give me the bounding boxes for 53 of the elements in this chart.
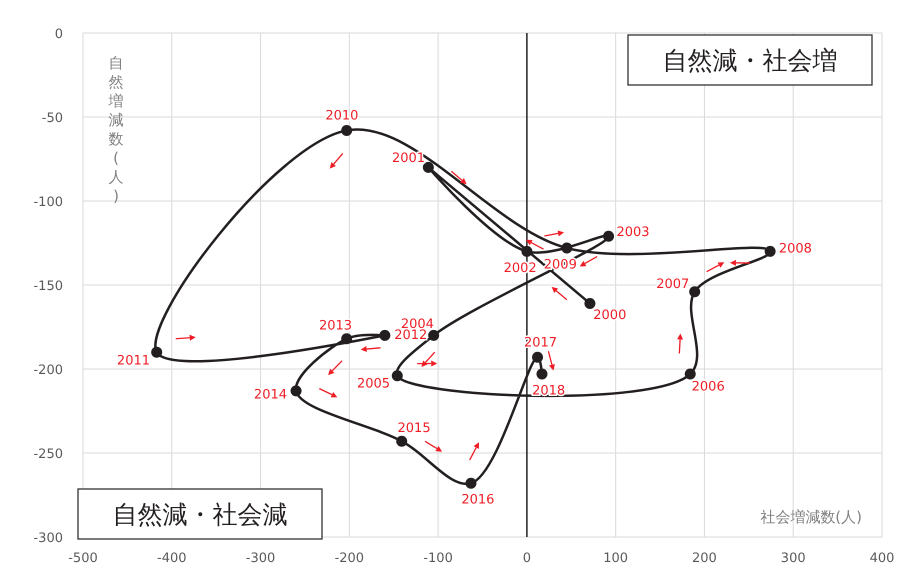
annotation: 2003 (616, 224, 650, 240)
y-tick-label: -50 (42, 111, 63, 126)
annotation: 2000 (593, 308, 626, 323)
y-tick-label: -300 (33, 531, 63, 546)
point (428, 330, 440, 341)
y-axis-title: 自然増減数(人) (108, 54, 124, 205)
y-tick-label: -250 (33, 447, 63, 462)
x-tick-label: -200 (334, 551, 364, 566)
point (151, 346, 162, 358)
annotation: 2007 (656, 277, 690, 292)
x-tick-label: -100 (423, 551, 453, 566)
annotation: 2011 (116, 353, 150, 368)
x-tick-label: 400 (870, 551, 894, 566)
point (290, 385, 302, 396)
annotation: 自然減・社会増 (662, 46, 838, 75)
y-tick-label: -150 (33, 279, 63, 294)
annotation: 2001 (392, 151, 426, 166)
point (561, 242, 572, 254)
point (341, 333, 352, 344)
annotation: 2005 (357, 376, 390, 392)
point (341, 124, 352, 136)
annotation: 2016 (461, 492, 494, 508)
point (379, 330, 390, 341)
point (684, 368, 696, 380)
point (422, 162, 434, 173)
annotation: 2006 (692, 380, 725, 395)
point (764, 246, 776, 257)
x-tick-label: -500 (68, 551, 98, 566)
point (392, 370, 403, 382)
annotation: 2010 (325, 108, 358, 124)
annotation: 2015 (398, 421, 431, 436)
x-tick-label: -400 (157, 551, 187, 566)
annotation: 2013 (318, 318, 352, 334)
y-tick-label: -100 (33, 195, 63, 210)
point (689, 286, 700, 298)
annotation: 2008 (778, 242, 812, 257)
x-tick-label: 100 (603, 551, 628, 566)
point (521, 246, 532, 257)
point (532, 352, 544, 363)
point (603, 230, 614, 242)
x-tick-label: 0 (522, 551, 532, 566)
y-tick-label: 0 (54, 27, 63, 42)
y-tick-label: -200 (33, 363, 63, 378)
point (536, 368, 548, 380)
annotation: 自然減・社会減 (112, 500, 288, 529)
x-axis-title: 社会増減数(人) (760, 508, 862, 526)
point (465, 478, 476, 489)
point (584, 298, 596, 309)
x-tick-label: -300 (246, 551, 276, 566)
x-tick-label: 200 (692, 551, 717, 566)
x-tick-label: 300 (780, 551, 806, 566)
annotation: 2014 (254, 388, 288, 403)
point (396, 436, 408, 447)
